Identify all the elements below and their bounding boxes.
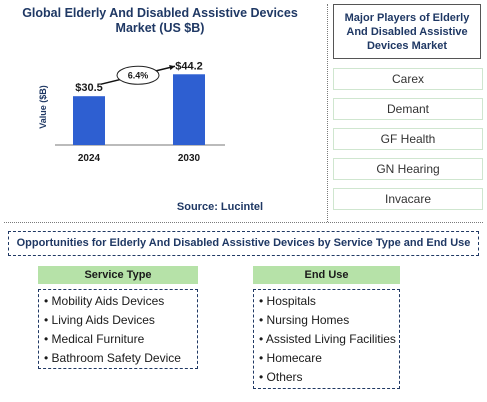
horizontal-divider: [4, 222, 483, 223]
list-item: • Hospitals: [259, 294, 316, 308]
players-heading: Major Players of Elderly And Disabled As…: [333, 4, 481, 59]
list-item: • Living Aids Devices: [44, 313, 155, 327]
list-item: • Assisted Living Facilities: [259, 332, 396, 346]
x-tick-label: 2024: [78, 153, 101, 164]
player-item: Demant: [333, 98, 483, 120]
bar-2030: [173, 74, 205, 145]
end-use-list: • Hospitals • Nursing Homes • Assisted L…: [253, 289, 400, 389]
cagr-ellipse: [116, 65, 160, 85]
list-item: • Bathroom Safety Device: [44, 351, 181, 365]
end-use-heading: End Use: [253, 266, 400, 284]
cagr-label: 6.4%: [128, 71, 149, 81]
x-tick-label: 2030: [178, 153, 201, 164]
chart-title: Global Elderly And Disabled Assistive De…: [22, 6, 298, 35]
player-item: GN Hearing: [333, 158, 483, 180]
data-label: $44.2: [175, 60, 203, 72]
list-item: • Mobility Aids Devices: [44, 294, 165, 308]
player-item: Carex: [333, 68, 483, 90]
vertical-divider: [327, 4, 328, 222]
player-item: Invacare: [333, 188, 483, 210]
player-item: GF Health: [333, 128, 483, 150]
data-label: $30.5: [75, 82, 103, 94]
list-item: • Others: [259, 370, 303, 384]
source-label: Source: Lucintel: [176, 201, 264, 213]
list-item: • Medical Furniture: [44, 332, 145, 346]
bar-2024: [73, 96, 105, 145]
list-item: • Nursing Homes: [259, 313, 350, 327]
service-type-list: • Mobility Aids Devices • Living Aids De…: [38, 289, 198, 369]
opportunities-title: Opportunities for Elderly And Disabled A…: [8, 231, 479, 256]
list-item: • Homecare: [259, 351, 322, 365]
bar-chart: Value ($B) $30.5 2024 $44.2 2030 6.4%: [38, 60, 225, 164]
service-type-heading: Service Type: [38, 266, 198, 284]
growth-arrow-head: [169, 65, 175, 71]
y-axis-label: Value ($B): [38, 85, 48, 129]
